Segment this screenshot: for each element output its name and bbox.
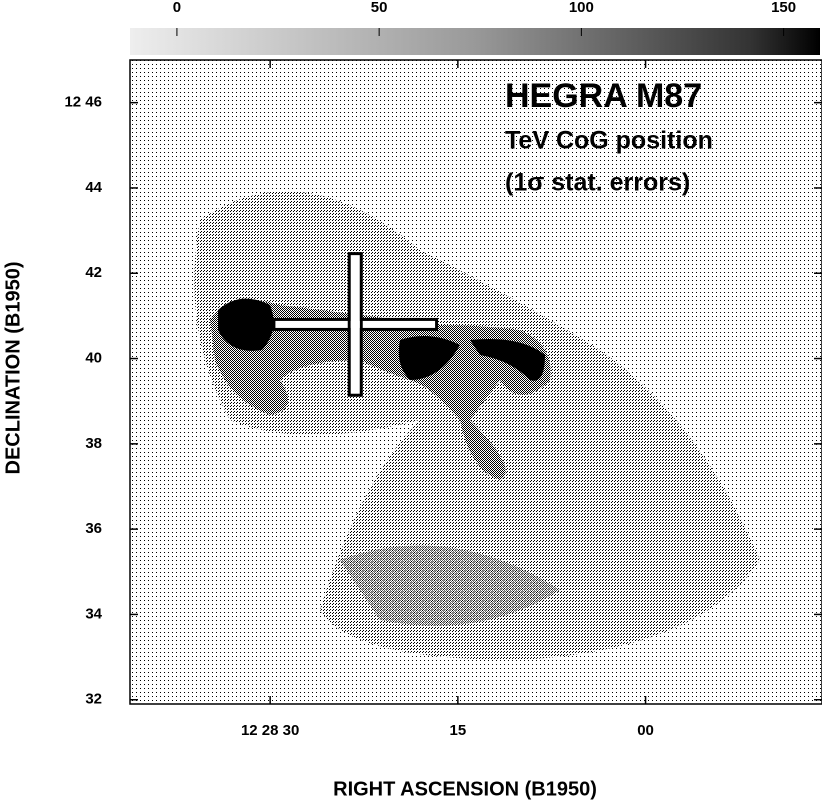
y-tick-label: 32 <box>85 691 102 708</box>
y-tick-label: 42 <box>85 264 102 281</box>
y-tick-label: 40 <box>85 350 102 367</box>
plot-frame <box>129 59 822 705</box>
x-tick-label: 00 <box>637 722 654 739</box>
colorbar-tick-label: 150 <box>771 0 796 16</box>
title: HEGRA M87 <box>505 77 702 115</box>
emission-map <box>194 191 760 661</box>
x-tick-label: 12 28 30 <box>241 722 299 739</box>
y-tick-label: 38 <box>85 435 102 452</box>
cross-center <box>350 320 360 328</box>
x-tick-label: 15 <box>450 722 467 739</box>
y-tick-label: 34 <box>85 605 102 622</box>
colorbar-tick-label: 50 <box>371 0 388 16</box>
y-tick-label: 36 <box>85 520 102 537</box>
y-tick-label: 12 46 <box>64 94 102 111</box>
colorbar-tick-label: 0 <box>173 0 181 16</box>
colorbar-tick-label: 100 <box>569 0 594 16</box>
y-tick-label: 44 <box>85 179 102 196</box>
y-axis-label: DECLINATION (B1950) <box>2 262 24 475</box>
x-axis-label: RIGHT ASCENSION (B1950) <box>333 778 597 800</box>
annotation: TeV CoG position <box>505 127 713 155</box>
colorbar <box>130 28 820 55</box>
annotation: (1σ stat. errors) <box>505 169 690 197</box>
